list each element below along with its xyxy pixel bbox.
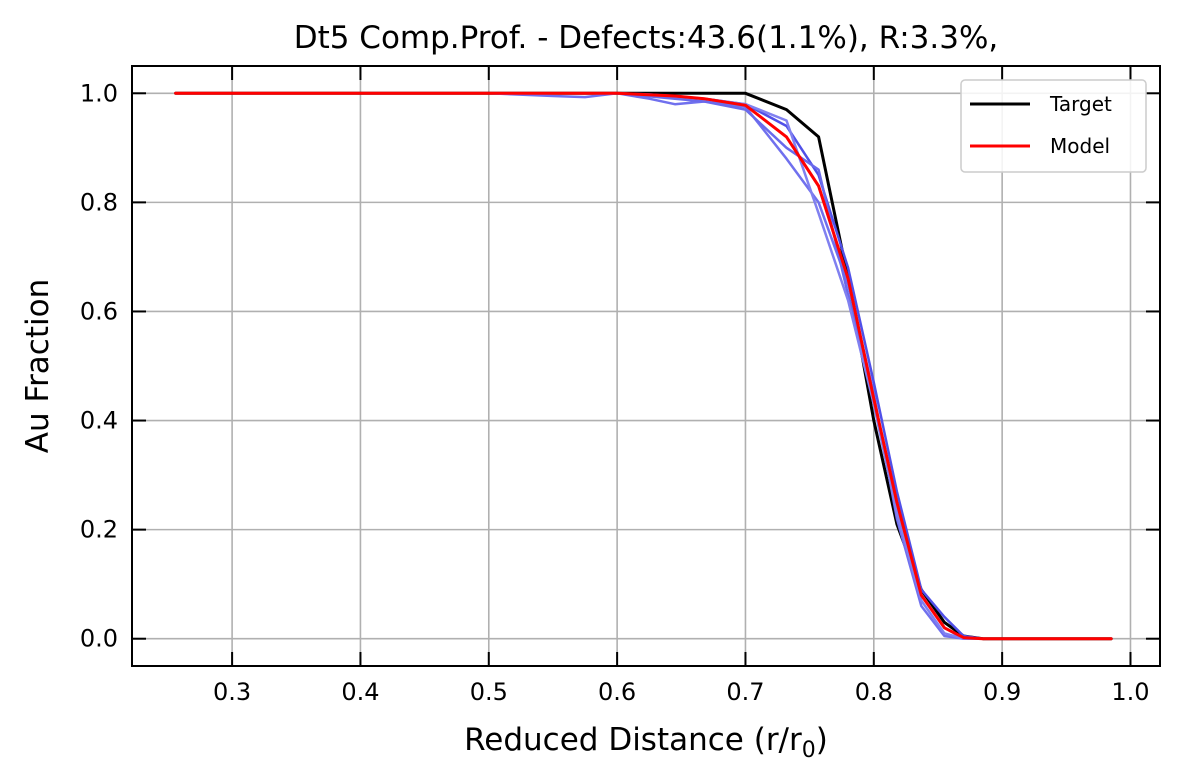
chart-title: Dt5 Comp.Prof. - Defects:43.6(1.1%), R:3… — [294, 20, 999, 56]
series-line-target — [174, 91, 1113, 641]
series-line-model — [174, 91, 1113, 641]
x-axis-label-subscript: 0 — [802, 738, 816, 763]
y-tick-label: 0.2 — [80, 516, 118, 544]
y-tick-label: 0.8 — [80, 188, 118, 216]
x-tick-label: 0.8 — [855, 678, 893, 706]
legend-label-model: Model — [1050, 134, 1110, 158]
y-axis-label: Au Fraction — [20, 279, 56, 453]
x-tick-label: 0.6 — [598, 678, 636, 706]
series-layer — [174, 91, 1113, 641]
x-tick-label: 0.7 — [726, 678, 764, 706]
x-axis-label-main: Reduced Distance (r/r — [464, 722, 802, 758]
legend: Target Model — [960, 79, 1147, 173]
x-axis-label-close: ) — [816, 722, 828, 758]
y-tick-label: 0.0 — [80, 625, 118, 653]
legend-label-target: Target — [1049, 92, 1112, 116]
y-tick-label: 0.6 — [80, 297, 118, 325]
x-tick-label: 0.3 — [213, 678, 251, 706]
x-axis-label: Reduced Distance (r/r0) — [464, 722, 828, 763]
x-tick-label: 0.5 — [470, 678, 508, 706]
y-tick-label: 0.4 — [80, 407, 118, 435]
x-tick-label: 0.4 — [341, 678, 379, 706]
y-tick-label: 1.0 — [80, 79, 118, 107]
series-line-run-1 — [174, 92, 1113, 640]
plot-frame — [131, 65, 1161, 667]
x-tick-label: 1.0 — [1111, 678, 1149, 706]
x-tick-label: 0.9 — [983, 678, 1021, 706]
axis-ticks: 0.3 0.4 0.5 0.6 0.7 0.8 0.9 1.0 0.0 0.2 0.4 0.6 0.8 1… — [80, 66, 1160, 706]
